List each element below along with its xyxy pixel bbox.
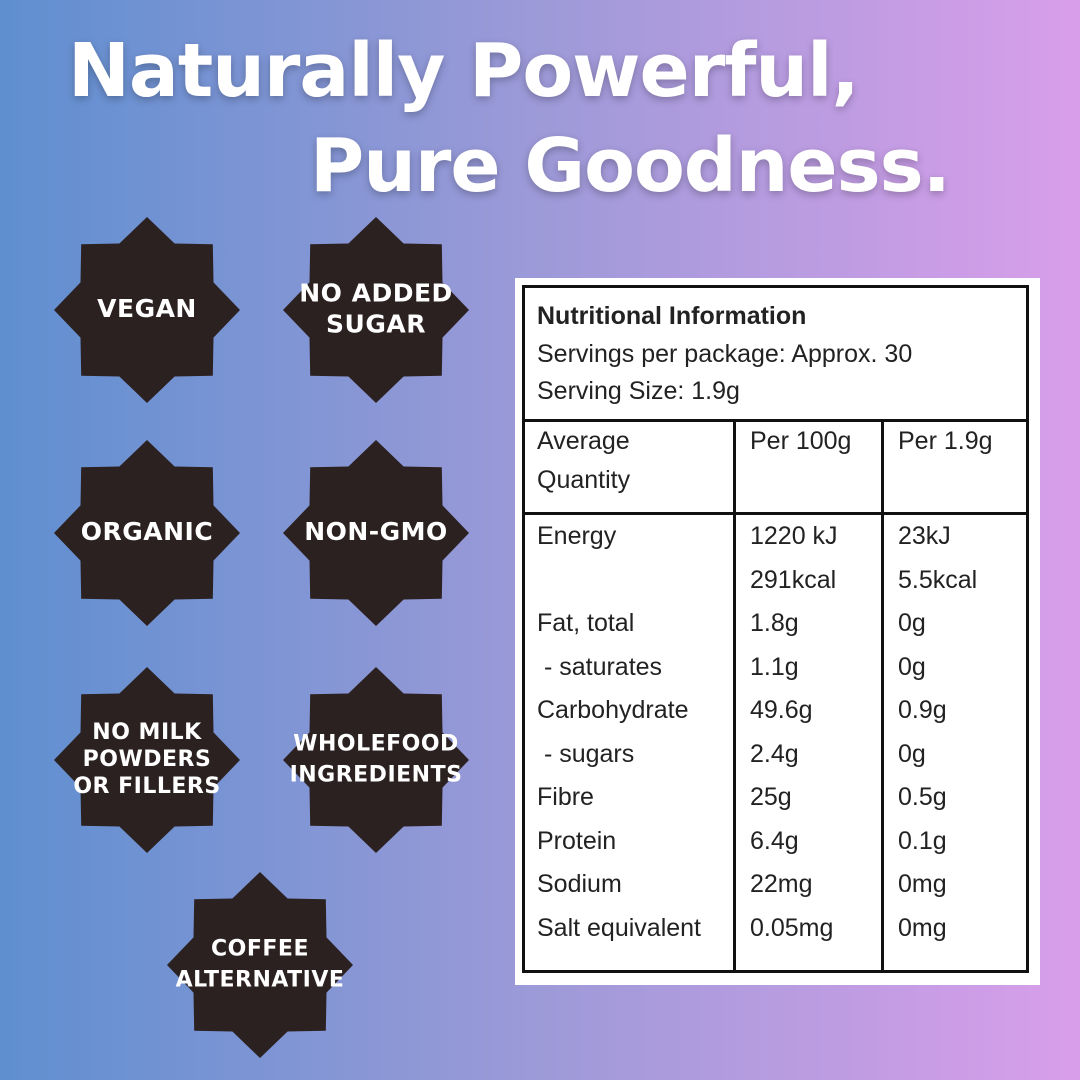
cell-value: 0g: [898, 739, 926, 768]
servings: Servings per package: Approx. 30: [537, 339, 913, 368]
cell-value: 0.1g: [898, 826, 947, 855]
row-label: - saturates: [537, 652, 663, 681]
column-header: Per 100g: [750, 427, 852, 455]
title: Pure Goodness.: [310, 123, 951, 209]
row-label: Fat, total: [537, 609, 635, 637]
row-label: - sugars: [537, 739, 635, 768]
serving-size: Serving Size: 1.9g: [537, 377, 740, 405]
row-label: Salt equivalent: [537, 913, 702, 942]
badge-shape: [54, 440, 240, 626]
badge-text: COFFEE: [211, 937, 309, 962]
badge-text: NO MILK: [92, 720, 202, 745]
badge-text: POWDERS: [83, 747, 212, 772]
badge-shape: [54, 217, 240, 403]
row-label: Fibre: [537, 783, 594, 811]
badge-text: VEGAN: [97, 294, 197, 323]
column-header: Quantity: [537, 466, 631, 494]
badge-shape: [283, 440, 469, 626]
badge: ORGANIC: [54, 440, 240, 626]
cell-value: 0.5g: [898, 783, 947, 811]
row-label: Sodium: [537, 870, 622, 898]
cell-value: 0mg: [898, 870, 947, 898]
row-label: Carbohydrate: [537, 696, 689, 724]
badge-text: NON-GMO: [304, 517, 448, 546]
rule: [525, 512, 1026, 515]
badge-text: SUGAR: [326, 310, 426, 339]
cell-value: 0.9g: [898, 696, 947, 724]
badge: NON-GMO: [283, 440, 469, 626]
rule: [733, 419, 736, 970]
cell-value: 22mg: [750, 870, 813, 898]
badge-text: ALTERNATIVE: [176, 968, 345, 993]
row-label: Energy: [537, 522, 617, 550]
badge: COFFEE ALTERNATIVE: [167, 872, 353, 1058]
column-header: Per 1.9g: [898, 427, 993, 455]
rule: [881, 419, 884, 970]
badge-text: NO ADDED: [299, 279, 453, 308]
cell-value: 5.5kcal: [898, 565, 978, 594]
cell-value: 6.4g: [750, 826, 799, 855]
cell-value: 1.1g: [750, 652, 799, 681]
badge-text: OR FILLERS: [73, 774, 220, 799]
badge-shape: [283, 667, 469, 853]
cell-value: 1220 kJ: [750, 522, 838, 550]
badge: VEGAN: [54, 217, 240, 403]
cell-value: 2.4g: [750, 739, 799, 768]
cell-value: 23kJ: [898, 522, 951, 550]
cell-value: 0g: [898, 609, 926, 637]
cell-value: 291kcal: [750, 565, 837, 594]
row-label: Protein: [537, 826, 617, 855]
nutrition-panel: Nutritional Information Servings per pac…: [515, 278, 1040, 985]
cell-value: 0mg: [898, 913, 947, 942]
badge: WHOLEFOOD INGREDIENTS: [283, 667, 469, 853]
badge-text: INGREDIENTS: [290, 763, 463, 788]
cell-value: 0.05mg: [750, 913, 834, 942]
badge-shape: [54, 667, 240, 853]
rule: [525, 419, 1026, 422]
heading: Nutritional Information: [537, 302, 807, 330]
nutrition-table: Nutritional Information Servings per pac…: [522, 285, 1029, 973]
cell-value: 25g: [750, 783, 792, 811]
badge-text: ORGANIC: [81, 517, 213, 546]
badge-text: WHOLEFOOD: [293, 732, 459, 757]
badge-shape: [283, 217, 469, 403]
column-header: Average: [537, 427, 630, 455]
badge-shape: [167, 872, 353, 1058]
cell-value: 49.6g: [750, 696, 813, 724]
cell-value: 0g: [898, 652, 926, 681]
title: Naturally Powerful,: [68, 28, 860, 114]
cell-value: 1.8g: [750, 609, 799, 637]
